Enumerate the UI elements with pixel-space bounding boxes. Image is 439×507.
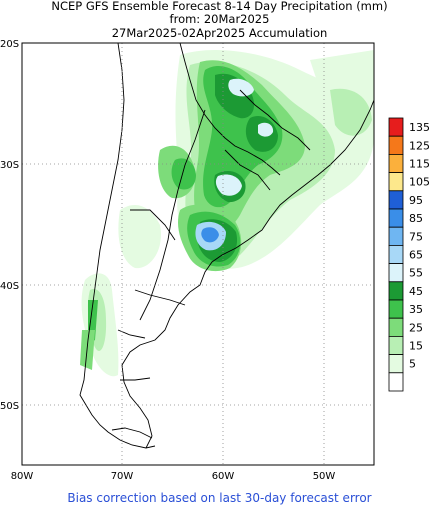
legend-label: 5 bbox=[409, 358, 416, 371]
legend-label: 115 bbox=[409, 158, 430, 171]
legend-swatch bbox=[388, 172, 404, 192]
lon-label-50w: 50W bbox=[313, 471, 336, 482]
title-line-3: 27Mar2025-02Apr2025 Accumulation bbox=[111, 26, 328, 40]
legend-label: 135 bbox=[409, 121, 430, 134]
legend-swatch bbox=[388, 299, 404, 319]
coastline bbox=[79, 43, 374, 449]
title-line-2: from: 20Mar2025 bbox=[169, 12, 270, 26]
grid-lines bbox=[22, 43, 374, 465]
lat-label-30s: 30S bbox=[0, 160, 19, 171]
legend-swatch bbox=[388, 135, 404, 155]
legend-swatch bbox=[388, 153, 404, 173]
legend-label: 105 bbox=[409, 176, 430, 189]
legend-label: 25 bbox=[409, 321, 423, 334]
legend-swatch bbox=[388, 335, 404, 355]
legend-swatch bbox=[388, 190, 404, 210]
legend-swatch bbox=[388, 208, 404, 228]
legend-label: 85 bbox=[409, 212, 423, 225]
legend-swatch bbox=[388, 354, 404, 374]
legend-label: 65 bbox=[409, 249, 423, 262]
legend-label: 75 bbox=[409, 230, 423, 243]
precipitation-legend: 135 125 115 105 95 85 75 65 55 45 35 25 15 5 bbox=[388, 117, 430, 392]
legend-label: 125 bbox=[409, 139, 430, 152]
legend-swatch bbox=[388, 281, 404, 301]
lat-label-50s: 50S bbox=[0, 401, 19, 412]
map-frame bbox=[21, 42, 375, 466]
legend-swatch bbox=[388, 263, 404, 283]
lon-label-70w: 70W bbox=[111, 471, 134, 482]
legend-swatch bbox=[388, 317, 404, 337]
legend-label: 15 bbox=[409, 340, 423, 353]
legend-label: 55 bbox=[409, 267, 423, 280]
legend-swatch bbox=[388, 117, 404, 137]
legend-label: 35 bbox=[409, 303, 423, 316]
lat-label-20s: 20S bbox=[0, 39, 19, 50]
legend-swatch bbox=[388, 226, 404, 246]
footer-note: Bias correction based on last 30-day for… bbox=[67, 491, 372, 505]
legend-label: 95 bbox=[409, 194, 423, 207]
lon-label-80w: 80W bbox=[11, 471, 34, 482]
legend-swatch bbox=[388, 372, 404, 392]
title-line-1: NCEP GFS Ensemble Forecast 8-14 Day Prec… bbox=[51, 0, 388, 13]
lat-label-40s: 40S bbox=[0, 281, 19, 292]
legend-label: 45 bbox=[409, 285, 423, 298]
lon-label-60w: 60W bbox=[212, 471, 235, 482]
legend-swatch bbox=[388, 244, 404, 264]
